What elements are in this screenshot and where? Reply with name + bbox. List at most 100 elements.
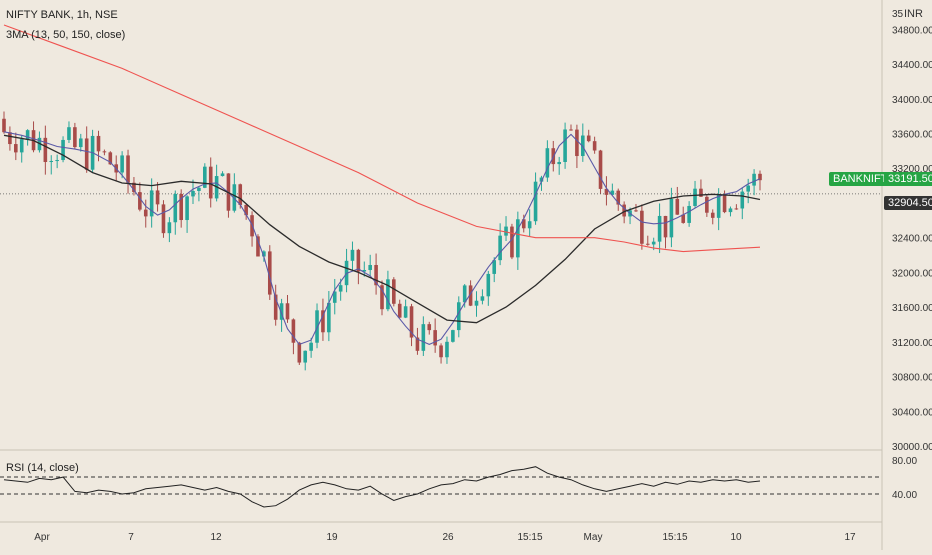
candle [37,131,42,153]
candle [527,209,532,237]
candle [362,261,367,277]
candle [392,277,396,307]
candle [663,215,668,249]
candle [126,149,130,194]
price-tick-label: 32000.00 [892,268,932,279]
candle [256,234,260,257]
candle [752,169,756,196]
candle [657,203,662,254]
price-tick-label: 33200.00 [892,164,932,175]
candle [539,175,544,191]
time-tick-label: 19 [326,532,338,543]
moving-average-lines [3,24,761,346]
candle [8,126,12,151]
candle [55,154,59,169]
candle [699,179,703,197]
candle [84,126,89,173]
candle [67,121,71,143]
time-tick-label: 26 [442,532,454,543]
candle [167,217,172,243]
candle [669,187,674,248]
candle [498,223,502,266]
rsi-tick-label: 40.00 [892,490,917,501]
candle [687,201,691,227]
candle [226,173,231,218]
candle [315,303,319,349]
candle [516,211,520,270]
candle [758,170,762,191]
ma150-line [3,24,761,253]
candle [380,280,384,316]
time-tick-label: 10 [730,532,742,543]
candle [598,149,603,194]
candle [267,245,272,300]
candle [356,248,361,285]
candle [474,291,479,317]
candle [693,180,697,208]
currency-label: INR [904,8,923,20]
candle [78,133,83,152]
candle [208,157,213,208]
candle [592,136,597,154]
ma50-line [3,134,761,324]
candle [486,270,491,306]
candle [161,200,166,238]
candle [604,176,609,206]
axis-labels: 34800.00 34400.00 34000.00 33600.00 33200.00… [34,9,932,543]
candle [2,111,6,134]
symbol-tag[interactable]: BANKNIFTY [829,172,899,186]
time-tick-label: May [584,532,603,543]
candle [285,294,290,323]
candle [273,284,278,326]
candle [279,298,284,332]
candle [409,303,414,347]
candle [569,124,573,131]
candle [433,318,437,353]
candle [90,129,95,173]
candle [740,187,745,220]
candle [350,241,355,272]
price-tick-label: 32400.00 [892,234,932,245]
candle [197,186,201,202]
candle [563,122,567,169]
rsi-label: RSI (14, close) [6,462,79,474]
candle [746,178,750,204]
candle [705,195,709,217]
candle [309,337,313,358]
candle [427,321,432,335]
candle [344,248,349,293]
price-tick-label: 34000.00 [892,95,932,106]
candle [49,155,54,175]
candles-group [2,111,762,371]
ma13-line [3,131,761,346]
candle [43,125,48,175]
price-tick-label: 31200.00 [892,338,932,349]
candle [232,173,237,213]
candle [179,189,183,228]
candle [728,206,733,217]
candle [451,329,455,343]
candle [456,296,461,338]
candle [220,171,225,177]
candle [492,257,497,283]
last-price-tag: 33191.50 [884,172,932,186]
candle [297,341,302,365]
time-tick-label: 7 [128,532,134,543]
candle [645,235,650,246]
candle [368,254,372,277]
time-tick-label: 15:15 [662,532,687,543]
candle [31,121,36,153]
candle [374,253,378,295]
time-tick-label: 15:15 [517,532,542,543]
candle [675,186,680,215]
candle [545,140,550,182]
candle [480,289,485,305]
candle [143,199,148,228]
chart-title: NIFTY BANK, 1h, NSE [6,9,118,21]
candle [244,204,248,220]
rsi-panel [0,466,882,508]
candle [19,135,24,163]
candle [120,151,124,179]
